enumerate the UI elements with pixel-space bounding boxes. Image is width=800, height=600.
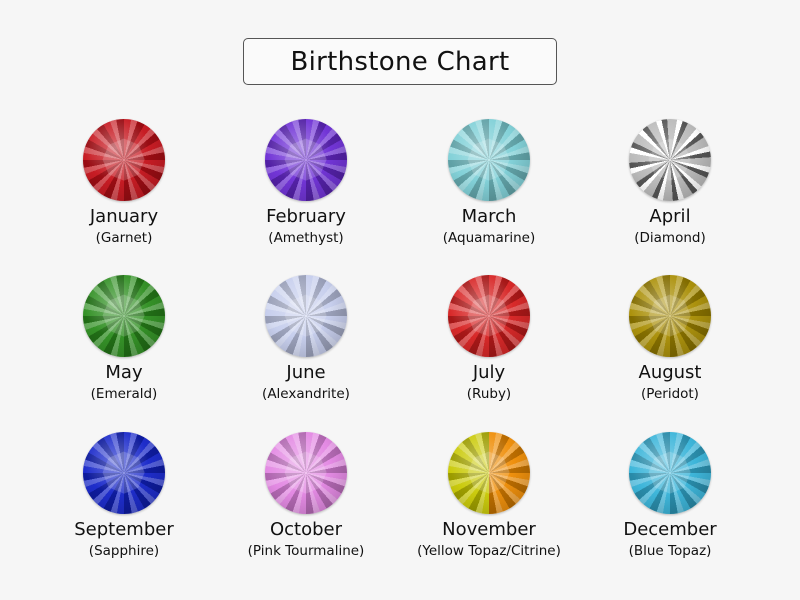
stone-label: (Emerald): [90, 386, 158, 402]
gem-icon: [629, 119, 711, 201]
gem-icon: [448, 119, 530, 201]
month-label: November: [442, 519, 536, 540]
stone-label: (Sapphire): [88, 543, 160, 559]
gem-icon: [83, 432, 165, 514]
month-label: June: [286, 362, 326, 383]
birthstone-september: September (Sapphire): [24, 432, 224, 559]
month-label: May: [105, 362, 143, 383]
birthstone-december: December (Blue Topaz): [570, 432, 770, 559]
birthstone-june: June (Alexandrite): [206, 275, 406, 402]
gem-icon: [83, 275, 165, 357]
month-label: September: [74, 519, 174, 540]
month-label: April: [649, 206, 691, 227]
stone-label: (Yellow Topaz/Citrine): [417, 543, 561, 559]
stone-label: (Pink Tourmaline): [247, 543, 365, 559]
stone-label: (Peridot): [641, 386, 699, 402]
birthstone-april: April (Diamond): [570, 119, 770, 246]
birthstone-november: November (Yellow Topaz/Citrine): [389, 432, 589, 559]
stone-label: (Amethyst): [268, 230, 344, 246]
birthstone-may: May (Emerald): [24, 275, 224, 402]
stone-label: (Diamond): [634, 230, 706, 246]
gem-icon: [629, 275, 711, 357]
stone-label: (Aquamarine): [442, 230, 536, 246]
birthstone-july: July (Ruby): [389, 275, 589, 402]
gem-icon: [83, 119, 165, 201]
chart-title: Birthstone Chart: [243, 38, 557, 85]
month-label: January: [89, 206, 159, 227]
month-label: July: [472, 362, 506, 383]
gem-icon: [448, 432, 530, 514]
birthstone-january: January (Garnet): [24, 119, 224, 246]
gem-icon: [629, 432, 711, 514]
month-label: October: [269, 519, 343, 540]
stone-label: (Garnet): [95, 230, 153, 246]
stone-label: (Alexandrite): [262, 386, 350, 402]
birthstone-october: October (Pink Tourmaline): [206, 432, 406, 559]
month-label: August: [638, 362, 702, 383]
stone-label: (Blue Topaz): [628, 543, 712, 559]
gem-icon: [265, 275, 347, 357]
month-label: December: [623, 519, 717, 540]
gem-icon: [448, 275, 530, 357]
month-label: February: [266, 206, 346, 227]
stone-label: (Ruby): [466, 386, 512, 402]
month-label: March: [461, 206, 517, 227]
gem-icon: [265, 119, 347, 201]
birthstone-august: August (Peridot): [570, 275, 770, 402]
gem-icon: [265, 432, 347, 514]
birthstone-march: March (Aquamarine): [389, 119, 589, 246]
birthstone-february: February (Amethyst): [206, 119, 406, 246]
